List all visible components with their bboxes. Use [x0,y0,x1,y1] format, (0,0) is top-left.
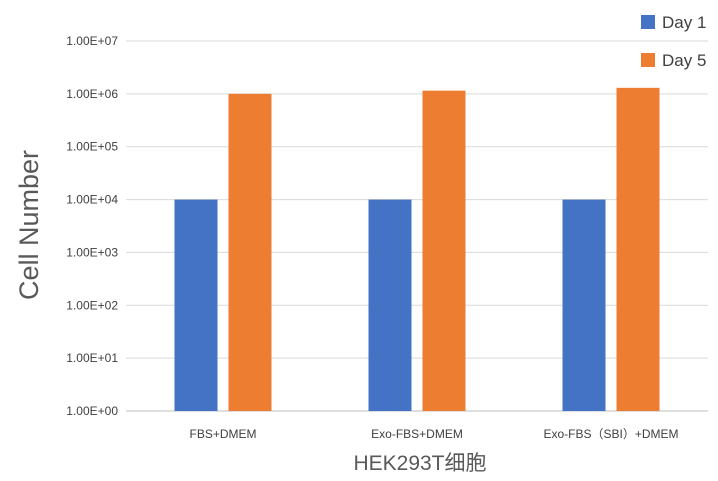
legend-label: Day 5 [662,51,706,70]
y-tick-label: 1.00E+03 [66,245,118,259]
gridlines [126,40,708,412]
category-labels: FBS+DMEM Exo-FBS+DMEM Exo-FBS（SBI）+DMEM [189,427,678,441]
bar-day-5 [422,90,466,411]
y-tick-label: 1.00E+04 [66,193,118,207]
bar-day-5 [228,93,272,411]
y-tick-label: 1.00E+01 [66,351,118,365]
legend-swatch [641,53,655,67]
bar-day-1 [562,199,606,411]
bar-day-5 [616,87,660,412]
y-tick-label: 1.00E+05 [66,140,118,154]
y-tick-label: 1.00E+06 [66,87,118,101]
y-axis-title: Cell Number [14,150,44,300]
y-tick-label: 1.00E+07 [66,34,118,48]
category-label: Exo-FBS（SBI）+DMEM [543,427,678,441]
category-label: Exo-FBS+DMEM [371,427,463,441]
y-tick-labels: 1.00E+00 1.00E+01 1.00E+02 1.00E+03 1.00E+04… [66,34,118,418]
category-label: FBS+DMEM [189,427,256,441]
bars [174,87,660,412]
legend-swatch [641,15,655,29]
y-tick-label: 1.00E+02 [66,298,118,312]
y-tick-label: 1.00E+00 [66,404,118,418]
bar-day-1 [368,199,412,411]
legend: Day 1 Day 5 [641,13,706,70]
bar-day-1 [174,199,218,411]
x-axis-title: HEK293T细胞 [353,452,486,475]
legend-label: Day 1 [662,13,706,32]
